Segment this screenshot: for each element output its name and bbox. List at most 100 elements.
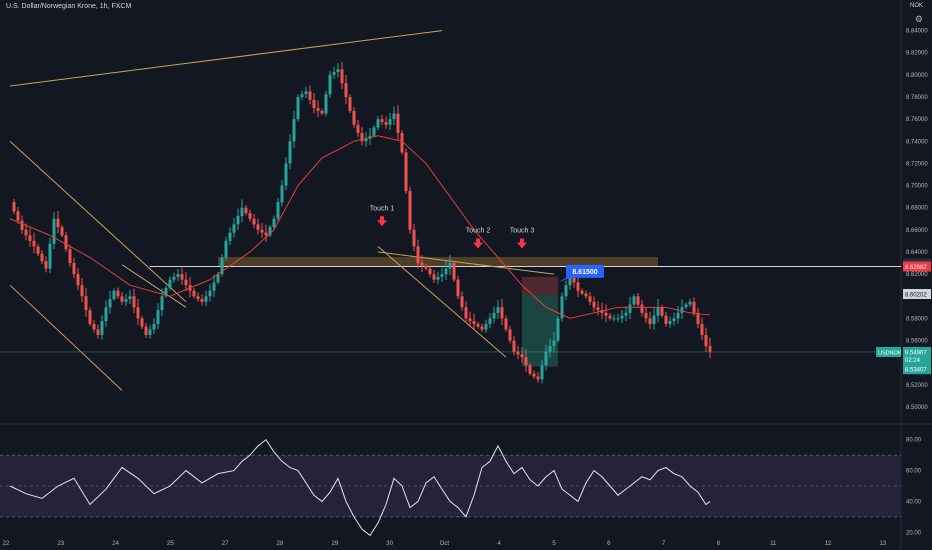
candle <box>708 346 712 352</box>
candle <box>428 268 432 275</box>
candle <box>360 132 364 142</box>
arrow-down-icon <box>473 238 483 249</box>
candle <box>72 263 76 275</box>
callout-box[interactable] <box>566 264 604 278</box>
candle <box>536 376 540 380</box>
candle <box>500 307 504 319</box>
candle <box>444 268 448 275</box>
candle <box>192 290 196 297</box>
candle <box>400 132 404 153</box>
candle <box>108 299 112 308</box>
candle <box>692 301 696 313</box>
x-tick-label: 30 <box>386 541 393 547</box>
candle <box>164 287 168 297</box>
candle <box>544 351 548 366</box>
candle <box>424 265 428 269</box>
position-target-zone <box>522 294 558 367</box>
callout-label: 8.61500 <box>572 269 597 276</box>
touch-label-3: Touch 3 <box>510 227 535 234</box>
candle <box>80 285 84 297</box>
candle <box>584 293 588 297</box>
x-tick-label: 28 <box>277 541 284 547</box>
y-tick-label: 8.52000 <box>906 383 928 389</box>
trendline-5[interactable] <box>377 251 555 275</box>
candle <box>344 83 348 98</box>
candle <box>508 329 512 341</box>
candle <box>252 218 256 225</box>
rsi-line <box>9 438 711 537</box>
x-tick-label: 13 <box>879 541 886 547</box>
candle <box>392 113 396 120</box>
candle <box>496 307 500 313</box>
candle <box>332 72 336 75</box>
y-tick-label: 8.78000 <box>906 95 928 101</box>
candle <box>432 274 436 280</box>
candle <box>336 69 340 73</box>
y-tick-label: 8.64000 <box>906 250 928 256</box>
candle <box>372 127 376 136</box>
candle <box>396 113 400 133</box>
candle <box>272 218 276 228</box>
candle <box>168 279 172 288</box>
x-tick-label: 7 <box>662 541 666 547</box>
trendline-0[interactable] <box>9 30 443 87</box>
candle <box>32 240 36 247</box>
candle <box>176 274 180 277</box>
candle <box>48 243 52 269</box>
gear-icon[interactable]: ⚙ <box>914 14 923 24</box>
trendline-2[interactable] <box>9 284 123 391</box>
rsi-tick-label: 80.00 <box>906 438 922 444</box>
y-tick-label: 8.80000 <box>906 73 928 79</box>
candle <box>328 74 332 95</box>
candle <box>380 119 384 122</box>
x-tick-label: 27 <box>222 541 229 547</box>
candle <box>160 296 164 311</box>
candle <box>488 318 492 324</box>
candle <box>528 365 532 374</box>
candle <box>384 121 388 125</box>
y-tick-label: 8.68000 <box>906 206 928 212</box>
candle <box>364 138 368 142</box>
candle <box>512 340 516 352</box>
y-tick-label: 8.74000 <box>906 139 928 145</box>
candle <box>632 296 636 305</box>
trendline-4[interactable] <box>377 246 507 358</box>
x-tick-label: 25 <box>167 541 174 547</box>
candle <box>464 307 468 319</box>
trendline-3[interactable] <box>121 264 187 308</box>
candle <box>456 279 460 297</box>
candle <box>100 321 104 335</box>
candle <box>296 97 300 120</box>
candle <box>184 279 188 286</box>
candle <box>308 91 312 100</box>
candle <box>92 323 96 330</box>
candle <box>216 274 220 283</box>
candle <box>616 318 620 320</box>
candle <box>220 257 224 275</box>
candle <box>404 152 408 192</box>
candle <box>560 296 564 319</box>
candle <box>312 99 316 109</box>
candle <box>520 354 524 358</box>
price-label: 02:24 <box>905 358 921 364</box>
candle <box>680 307 684 313</box>
candle <box>688 301 692 305</box>
candle <box>340 69 344 84</box>
candle <box>408 191 412 230</box>
candle <box>420 263 424 266</box>
y-tick-label: 8.50000 <box>906 405 928 411</box>
price-label-tag <box>903 364 931 375</box>
candle <box>44 261 48 269</box>
resistance-zone <box>218 256 658 267</box>
candle <box>588 296 592 302</box>
candle <box>504 318 508 330</box>
x-tick-label: 23 <box>57 541 64 547</box>
candle <box>280 185 284 203</box>
candle <box>68 249 72 264</box>
candle <box>112 290 116 300</box>
candle <box>548 346 552 352</box>
y-tick-label: 8.62000 <box>906 272 928 278</box>
trendline-1[interactable] <box>9 140 187 303</box>
